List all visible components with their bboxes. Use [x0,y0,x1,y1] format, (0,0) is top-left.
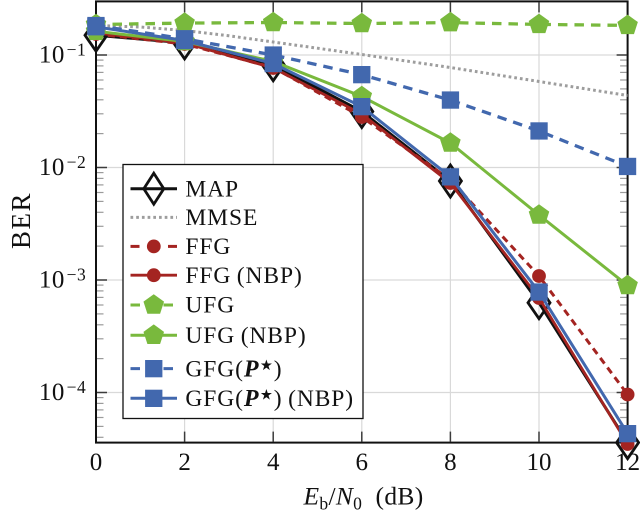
svg-text:GFG(P★): GFG(P★) [185,356,282,382]
svg-text:10−1: 10 −1 [39,40,86,69]
svg-text:0: 0 [90,449,103,476]
svg-text:BER: BER [6,192,36,249]
svg-text:UFG (NBP): UFG (NBP) [185,323,306,349]
svg-text:MMSE: MMSE [185,205,258,231]
svg-text:2: 2 [178,449,191,476]
svg-text:6: 6 [356,449,369,476]
svg-text:8: 8 [444,449,457,476]
svg-text:UFG: UFG [185,293,235,319]
svg-text:FFG: FFG [185,234,231,260]
svg-text:12: 12 [615,449,640,476]
svg-text:Eb/N0 (dB): Eb/N0 (dB) [302,482,423,514]
svg-text:4: 4 [267,449,280,476]
svg-text:FFG (NBP): FFG (NBP) [185,263,302,289]
svg-text:GFG(P★) (NBP): GFG(P★) (NBP) [185,386,354,412]
svg-text:MAP: MAP [185,176,239,202]
svg-text:10: 10 [527,449,552,476]
